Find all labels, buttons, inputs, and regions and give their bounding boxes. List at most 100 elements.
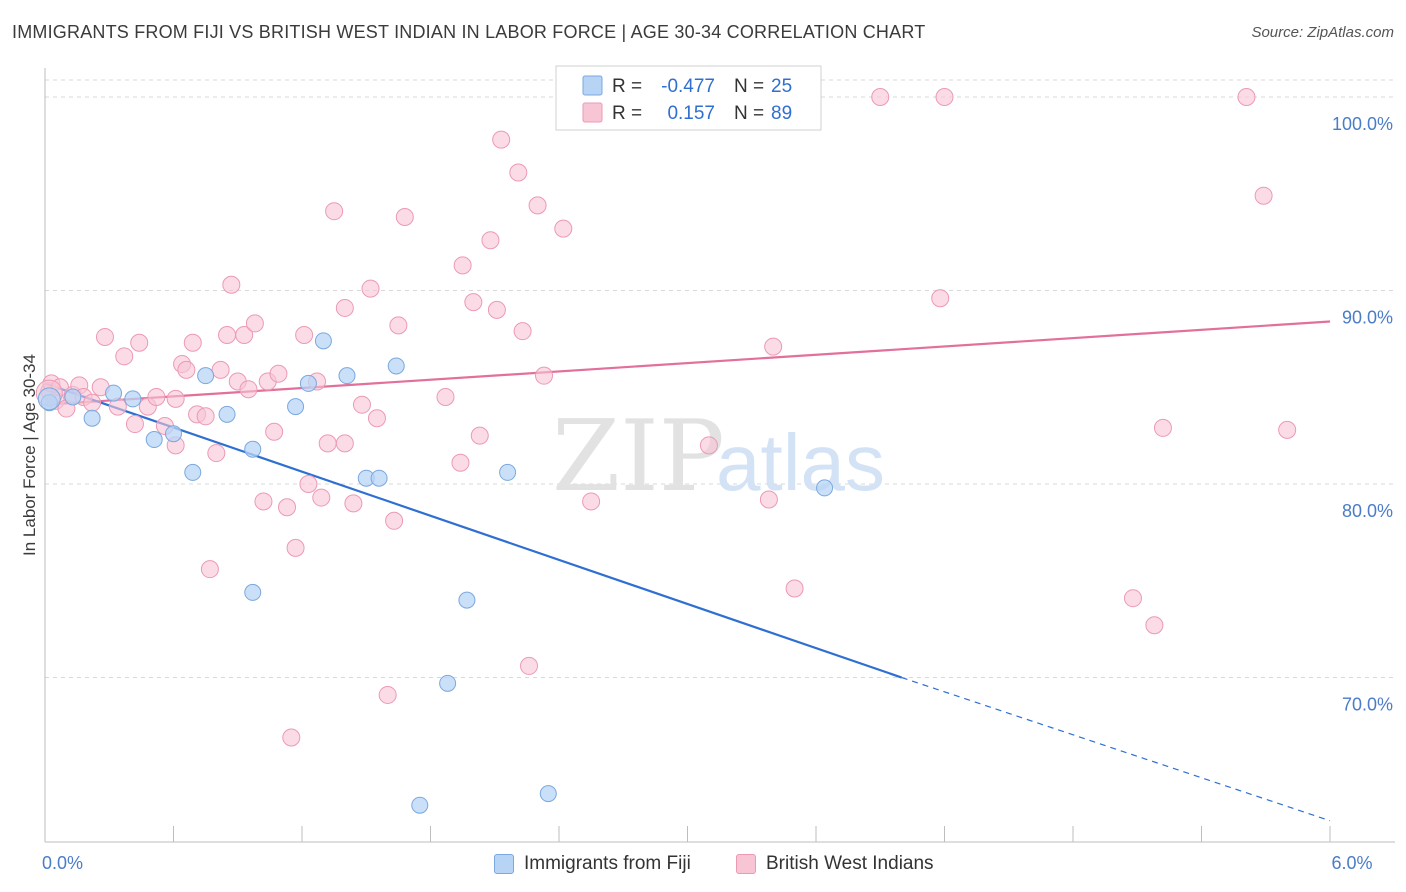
stats-r-value-fiji: -0.477: [661, 76, 715, 97]
point-bwi-82: [1237, 88, 1256, 107]
point-fiji-20: [439, 674, 457, 692]
point-bwi-36: [265, 422, 284, 441]
point-fiji-19: [411, 796, 429, 814]
point-bwi-25: [200, 560, 219, 579]
legend-swatch-bwi: [736, 854, 756, 874]
point-fiji-14: [314, 332, 332, 350]
point-bwi-39: [282, 728, 301, 747]
point-bwi-68: [528, 196, 547, 215]
point-bwi-59: [453, 256, 472, 275]
stats-n-value-bwi: 89: [771, 103, 792, 124]
point-bwi-63: [487, 300, 506, 319]
stats-swatch-fiji: [582, 75, 603, 96]
point-bwi-10: [95, 327, 114, 346]
point-fiji-11: [244, 583, 262, 601]
point-bwi-27: [211, 360, 230, 379]
point-bwi-34: [254, 492, 273, 511]
point-fiji-9: [218, 405, 236, 423]
point-bwi-76: [871, 88, 890, 107]
point-bwi-70: [554, 219, 573, 238]
x-tick-label-1: 6.0%: [1331, 853, 1372, 873]
point-fiji-17: [370, 469, 388, 487]
point-bwi-22: [183, 333, 202, 352]
point-bwi-50: [352, 395, 371, 414]
point-bwi-45: [318, 434, 337, 453]
point-bwi-52: [367, 409, 386, 428]
y-axis-label: In Labor Force | Age 30-34: [20, 354, 39, 556]
point-bwi-71: [582, 492, 601, 511]
point-bwi-81: [1153, 418, 1172, 437]
watermark: ZIP atlas: [552, 400, 885, 514]
point-fiji-21: [458, 591, 476, 609]
point-bwi-75: [785, 579, 804, 598]
point-bwi-51: [361, 279, 380, 298]
y-tick-label-1: 90.0%: [1342, 308, 1393, 328]
point-bwi-42: [299, 475, 318, 494]
axes: [44, 68, 1395, 843]
trend-line-british-west-indians: [44, 320, 1331, 406]
point-bwi-74: [764, 337, 783, 356]
point-bwi-72: [699, 436, 718, 455]
y-axis-tick-labels: 100.0% 90.0% 80.0% 70.0%: [1332, 114, 1393, 715]
point-bwi-69: [535, 366, 554, 385]
point-fiji-24: [816, 479, 834, 497]
point-bwi-18: [166, 389, 185, 408]
point-bwi-64: [492, 130, 511, 149]
point-fiji-1: [64, 388, 82, 406]
point-bwi-26: [207, 444, 226, 463]
legend-item-fiji[interactable]: Immigrants from Fiji: [494, 853, 691, 875]
trend-lines: [44, 320, 1331, 822]
legend-item-bwi[interactable]: British West Indians: [736, 853, 934, 875]
point-bwi-73: [759, 490, 778, 509]
point-bwi-47: [335, 298, 354, 317]
point-bwi-56: [395, 207, 414, 226]
y-tick-label-3: 70.0%: [1342, 695, 1393, 715]
point-fiji-12: [287, 398, 305, 416]
point-bwi-60: [464, 293, 483, 312]
stats-box: R = -0.477 N = 25 R = 0.157 N = 89: [555, 65, 822, 131]
point-bwi-38: [278, 498, 297, 517]
stats-n-value-fiji: 25: [771, 76, 792, 97]
stats-n-label-fiji: N =: [734, 76, 764, 97]
point-bwi-49: [344, 494, 363, 513]
point-bwi-77: [931, 289, 950, 308]
point-bwi-44: [312, 488, 331, 507]
point-bwi-80: [1145, 616, 1164, 635]
point-bwi-67: [520, 656, 539, 675]
point-bwi-8: [83, 393, 102, 412]
point-bwi-55: [389, 316, 408, 335]
point-bwi-66: [513, 322, 532, 341]
point-fiji-7: [184, 463, 202, 481]
watermark-zip: ZIP: [552, 400, 725, 514]
point-bwi-53: [378, 685, 397, 704]
chart-title: IMMIGRANTS FROM FIJI VS BRITISH WEST IND…: [12, 22, 926, 42]
x-tick-label-0: 0.0%: [42, 853, 83, 873]
point-fiji-13: [299, 374, 317, 392]
point-bwi-62: [481, 231, 500, 250]
stats-n-label-bwi: N =: [734, 103, 764, 124]
point-bwi-32: [239, 380, 258, 399]
point-bwi-65: [509, 163, 528, 182]
point-fiji-22: [499, 463, 517, 481]
point-fiji-2: [83, 409, 101, 427]
point-fiji-10: [244, 440, 262, 458]
point-fiji-5: [145, 431, 163, 449]
watermark-atlas: atlas: [716, 418, 885, 507]
point-bwi-16: [147, 387, 166, 406]
point-bwi-28: [218, 326, 237, 345]
stats-r-value-bwi: 0.157: [667, 103, 715, 124]
legend-label-fiji: Immigrants from Fiji: [524, 853, 691, 874]
stats-r-label-fiji: R =: [612, 76, 642, 97]
point-bwi-79: [1123, 589, 1142, 608]
point-bwi-48: [335, 434, 354, 453]
stats-swatch-bwi: [582, 102, 603, 123]
point-bwi-78: [935, 88, 954, 107]
point-fiji-6: [165, 425, 182, 443]
point-bwi-37: [269, 364, 288, 383]
y-tick-label-2: 80.0%: [1342, 501, 1393, 521]
series-immigrants-from-fiji: [37, 332, 834, 814]
point-fiji-cluster: [37, 387, 61, 411]
point-bwi-54: [385, 511, 404, 530]
point-bwi-13: [125, 415, 144, 434]
